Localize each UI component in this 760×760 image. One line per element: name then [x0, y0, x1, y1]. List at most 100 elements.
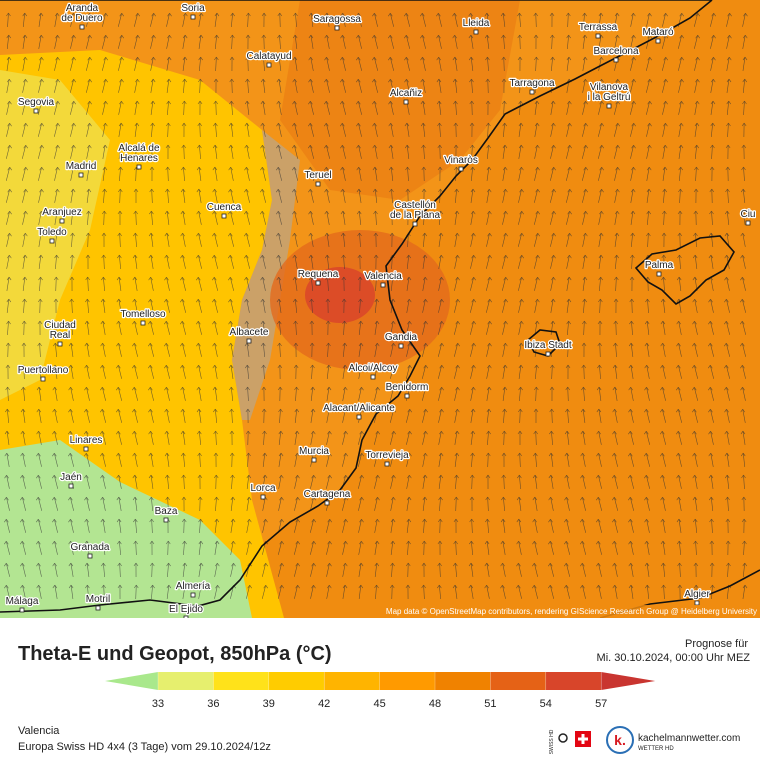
- wind-arrow: [4, 497, 10, 511]
- wind-arrow: [708, 452, 714, 467]
- wind-arrow: [484, 584, 490, 599]
- wind-arrow: [678, 100, 684, 115]
- wind-arrow: [708, 430, 714, 445]
- wind-arrow: [564, 452, 570, 467]
- wind-arrow: [517, 452, 522, 468]
- wind-arrow: [118, 57, 124, 71]
- wind-arrow: [516, 540, 522, 555]
- wind-arrow: [725, 166, 731, 182]
- wind-arrow: [598, 298, 603, 314]
- wind-arrow: [438, 299, 444, 313]
- city-label: de la Plana: [390, 210, 440, 221]
- wind-arrow: [228, 342, 234, 357]
- wind-arrow: [614, 210, 620, 225]
- wind-arrow: [70, 254, 75, 270]
- wind-arrow: [501, 277, 508, 291]
- wind-arrow: [518, 320, 524, 335]
- wind-arrow: [564, 497, 570, 511]
- wind-arrow: [5, 408, 10, 423]
- wind-arrow: [580, 408, 586, 423]
- wind-arrow: [470, 166, 475, 181]
- mixed-zone: [232, 130, 300, 420]
- wind-arrow: [692, 431, 698, 445]
- city-marker: [473, 29, 479, 35]
- wind-arrow: [212, 166, 218, 181]
- wind-arrow: [709, 188, 715, 204]
- wind-arrow: [438, 387, 444, 401]
- wind-arrow: [294, 563, 300, 577]
- wind-arrow: [53, 320, 58, 336]
- city-marker: [40, 376, 46, 382]
- wind-arrow: [246, 496, 252, 511]
- wind-arrow: [692, 343, 698, 357]
- wind-arrow: [196, 408, 202, 423]
- wind-arrow: [118, 188, 123, 204]
- wind-arrow: [182, 100, 187, 116]
- wind-arrow: [628, 540, 634, 555]
- wind-arrow: [484, 12, 490, 27]
- wind-arrow: [486, 210, 492, 225]
- wind-arrow: [292, 167, 299, 181]
- wind-arrow: [4, 519, 10, 533]
- wind-arrow: [69, 101, 76, 115]
- wind-arrow: [54, 57, 60, 71]
- legend-bin: [490, 672, 546, 690]
- wind-arrow: [358, 342, 364, 357]
- wind-arrow: [693, 584, 699, 600]
- wind-arrow: [660, 496, 666, 511]
- wind-arrow: [262, 518, 268, 533]
- wind-arrow: [454, 474, 459, 490]
- wind-arrow: [470, 343, 476, 357]
- wind-arrow: [53, 123, 60, 137]
- city-label: Toledo: [37, 227, 67, 238]
- city-label: Calatayud: [246, 51, 291, 62]
- wind-arrow: [486, 364, 492, 379]
- wind-arrow: [470, 474, 475, 490]
- wind-arrow: [310, 497, 316, 511]
- wind-arrow: [597, 123, 604, 137]
- wind-arrow: [165, 144, 171, 160]
- wind-arrow: [628, 386, 634, 401]
- wind-arrow: [326, 386, 332, 401]
- wind-arrow: [180, 299, 187, 313]
- city-marker: [68, 483, 74, 489]
- wind-arrow: [565, 408, 570, 423]
- city-label: Granada: [71, 542, 110, 553]
- wind-arrow: [260, 167, 266, 181]
- wind-arrow: [198, 518, 203, 534]
- wind-arrow: [277, 12, 283, 28]
- wind-arrow: [180, 386, 186, 401]
- wind-arrow: [294, 519, 300, 533]
- wind-arrow: [725, 518, 731, 534]
- wind-arrow: [710, 100, 716, 115]
- wind-arrow: [324, 79, 330, 93]
- wind-arrow: [740, 343, 746, 357]
- wind-arrow: [4, 452, 10, 467]
- wind-arrow: [21, 342, 27, 358]
- wind-arrow: [518, 122, 524, 137]
- wind-arrow: [132, 254, 138, 269]
- wind-arrow: [6, 12, 11, 28]
- wind-arrow: [20, 563, 26, 577]
- wind-arrow: [276, 122, 282, 137]
- wind-arrow: [438, 210, 443, 225]
- wind-arrow: [276, 100, 282, 115]
- wind-arrow: [117, 35, 124, 49]
- wind-arrow: [116, 453, 122, 467]
- wind-arrow: [276, 145, 282, 159]
- wind-arrow: [132, 343, 138, 357]
- wind-arrow: [438, 430, 444, 445]
- city-label: Barcelona: [593, 46, 638, 57]
- wind-arrow: [228, 364, 234, 379]
- wind-arrow: [646, 13, 652, 27]
- wind-arrow: [4, 474, 10, 489]
- wind-arrow: [614, 188, 620, 203]
- wind-arrow: [582, 211, 588, 225]
- wind-arrow: [660, 298, 666, 313]
- wind-arrow: [389, 188, 394, 204]
- wind-arrow: [326, 430, 332, 445]
- wind-arrow: [230, 540, 236, 555]
- logo-letter: k.: [614, 732, 626, 748]
- wind-arrow: [148, 474, 154, 489]
- legend-tick-label: 48: [429, 698, 441, 710]
